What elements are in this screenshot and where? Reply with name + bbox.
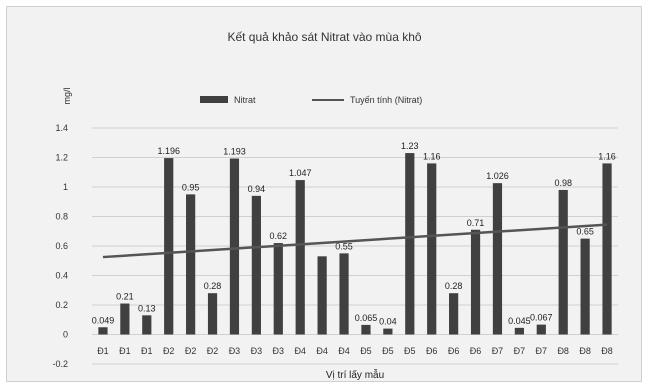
legend-bar-label: Nitrat bbox=[234, 95, 256, 105]
bar bbox=[602, 163, 612, 335]
bar bbox=[295, 180, 305, 335]
data-label: 0.98 bbox=[554, 178, 572, 188]
x-tick-label: Đ3 bbox=[251, 346, 263, 356]
x-tick-label: Đ6 bbox=[426, 346, 438, 356]
data-label: 0.71 bbox=[467, 218, 485, 228]
data-label: 1.196 bbox=[157, 146, 180, 156]
data-label: 0.13 bbox=[138, 303, 156, 313]
x-tick-label: Đ6 bbox=[448, 346, 460, 356]
data-label: 0.21 bbox=[116, 292, 134, 302]
x-tick-label: Đ1 bbox=[97, 346, 109, 356]
y-tick-label: 0 bbox=[63, 330, 68, 340]
x-tick-label: Đ8 bbox=[601, 346, 613, 356]
data-label: 0.55 bbox=[335, 241, 353, 251]
data-label: 1.23 bbox=[401, 141, 419, 151]
data-label: 0.045 bbox=[508, 316, 531, 326]
x-tick-label: Đ7 bbox=[514, 346, 526, 356]
data-label: 0.94 bbox=[248, 184, 266, 194]
bar bbox=[405, 153, 415, 335]
bar bbox=[273, 243, 283, 335]
chart-title: Kết quả khảo sát Nitrat vào mùa khô bbox=[227, 30, 422, 44]
data-label: 0.28 bbox=[445, 281, 463, 291]
x-tick-label: Đ4 bbox=[294, 346, 306, 356]
data-label: 0.049 bbox=[92, 315, 115, 325]
bar bbox=[317, 256, 327, 335]
x-tick-label: Đ8 bbox=[579, 346, 591, 356]
x-tick-label: Đ2 bbox=[207, 346, 219, 356]
x-tick-label: Đ2 bbox=[163, 346, 175, 356]
x-tick-label: Đ3 bbox=[229, 346, 241, 356]
bar bbox=[580, 238, 590, 335]
y-tick-label: 1.4 bbox=[55, 123, 68, 133]
trendline bbox=[102, 223, 608, 259]
bar bbox=[251, 195, 261, 335]
data-label: 0.065 bbox=[355, 313, 378, 323]
bar bbox=[514, 327, 524, 335]
data-label: 1.193 bbox=[223, 147, 246, 157]
data-label: 0.95 bbox=[182, 182, 200, 192]
bar bbox=[470, 229, 481, 335]
data-label: 1.026 bbox=[486, 171, 509, 181]
x-axis-label: Vị trí lấy mẫu bbox=[326, 368, 384, 381]
legend-line-label: Tuyến tính (Nitrat) bbox=[350, 95, 422, 105]
bar bbox=[207, 293, 218, 335]
bar bbox=[427, 163, 437, 335]
bar bbox=[142, 315, 152, 335]
data-label: 0.28 bbox=[204, 281, 222, 291]
bar bbox=[449, 293, 459, 335]
bar bbox=[558, 189, 568, 335]
data-label: 0.04 bbox=[379, 317, 397, 327]
data-label: 1.16 bbox=[598, 151, 616, 161]
y-tick-label: 1.2 bbox=[55, 153, 68, 163]
bar bbox=[120, 303, 130, 335]
x-tick-label: Đ5 bbox=[382, 346, 394, 356]
y-tick-label: -0.2 bbox=[52, 359, 68, 369]
x-tick-label: Đ3 bbox=[273, 346, 285, 356]
data-label: 1.047 bbox=[289, 168, 312, 178]
bar bbox=[164, 158, 174, 335]
x-tick-label: Đ1 bbox=[141, 346, 153, 356]
bar bbox=[98, 327, 108, 335]
bar bbox=[492, 183, 503, 335]
x-tick-label: Đ1 bbox=[119, 346, 131, 356]
x-tick-label: Đ4 bbox=[316, 346, 328, 356]
data-label: 0.067 bbox=[530, 313, 553, 323]
y-tick-label: 0.6 bbox=[55, 241, 68, 251]
legend-bar-swatch bbox=[200, 96, 228, 103]
bar bbox=[186, 194, 196, 335]
y-axis-label: mg/l bbox=[62, 87, 72, 104]
x-tick-label: Đ5 bbox=[404, 346, 416, 356]
bar bbox=[339, 253, 349, 335]
data-label: 0.62 bbox=[270, 231, 288, 241]
y-tick-label: 0.4 bbox=[55, 271, 68, 281]
y-tick-label: 1 bbox=[63, 182, 68, 192]
x-tick-label: Đ2 bbox=[185, 346, 197, 356]
y-tick-label: 0.8 bbox=[55, 212, 68, 222]
data-label: 1.16 bbox=[423, 151, 441, 161]
x-tick-label: Đ5 bbox=[360, 346, 372, 356]
bar bbox=[361, 324, 371, 335]
x-tick-label: Đ4 bbox=[338, 346, 350, 356]
bar bbox=[536, 324, 546, 335]
x-tick-label: Đ7 bbox=[536, 346, 548, 356]
x-tick-label: Đ6 bbox=[470, 346, 482, 356]
data-label: 0.65 bbox=[576, 227, 594, 237]
x-tick-label: Đ7 bbox=[492, 346, 504, 356]
x-tick-label: Đ8 bbox=[557, 346, 569, 356]
y-tick-label: 0.2 bbox=[55, 300, 68, 310]
bar bbox=[229, 158, 240, 335]
bar bbox=[383, 328, 393, 335]
